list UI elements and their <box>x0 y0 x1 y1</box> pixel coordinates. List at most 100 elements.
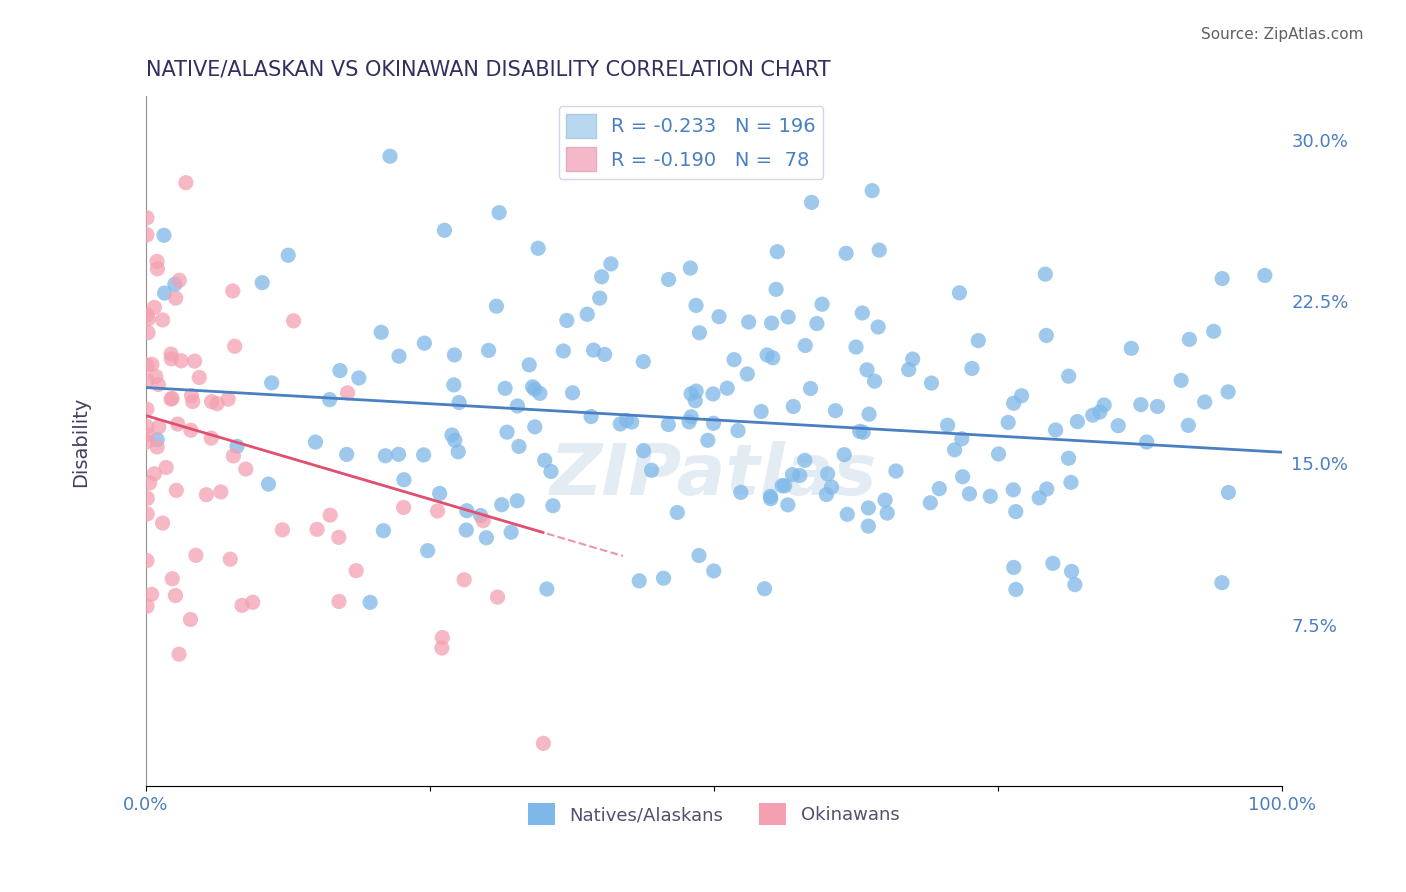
Point <box>1170 373 1192 387</box>
Point <box>756 348 779 362</box>
Point <box>205 397 228 411</box>
Point <box>141 357 163 371</box>
Point <box>553 343 575 358</box>
Point <box>200 431 222 445</box>
Point <box>593 347 616 361</box>
Point <box>1057 369 1080 384</box>
Point <box>374 449 396 463</box>
Point <box>681 386 703 401</box>
Y-axis label: Disability: Disability <box>72 396 90 487</box>
Point <box>1042 557 1064 571</box>
Point <box>876 506 898 520</box>
Point <box>815 487 838 501</box>
Point <box>1121 341 1143 355</box>
Point <box>536 582 558 596</box>
Point <box>735 367 758 381</box>
Point <box>1004 505 1026 519</box>
Point <box>789 468 811 483</box>
Point <box>782 467 804 482</box>
Point <box>928 482 950 496</box>
Point <box>277 248 299 262</box>
Point <box>776 498 799 512</box>
Point <box>153 228 176 243</box>
Point <box>688 326 710 340</box>
Point <box>426 504 449 518</box>
Point <box>685 298 707 312</box>
Point <box>344 564 367 578</box>
Point <box>633 354 655 368</box>
Point <box>329 363 352 377</box>
Point <box>413 336 436 351</box>
Point <box>359 595 381 609</box>
Point <box>589 291 612 305</box>
Point <box>305 522 328 536</box>
Point <box>1202 324 1225 338</box>
Point <box>696 434 718 448</box>
Point <box>443 378 465 392</box>
Point <box>1092 398 1115 412</box>
Point <box>392 473 415 487</box>
Point <box>832 448 855 462</box>
Point <box>472 514 495 528</box>
Point <box>540 465 562 479</box>
Point <box>136 312 159 326</box>
Point <box>920 496 942 510</box>
Point <box>806 317 828 331</box>
Point <box>997 416 1019 430</box>
Point <box>174 176 197 190</box>
Point <box>235 462 257 476</box>
Point <box>153 286 176 301</box>
Point <box>160 351 183 366</box>
Point <box>160 392 183 406</box>
Point <box>146 254 169 268</box>
Point <box>136 308 159 322</box>
Point <box>1066 415 1088 429</box>
Point <box>766 244 789 259</box>
Point <box>1211 575 1233 590</box>
Point <box>1005 582 1028 597</box>
Point <box>443 434 465 448</box>
Point <box>387 447 409 461</box>
Point <box>328 530 350 544</box>
Point <box>145 369 167 384</box>
Point <box>523 382 546 396</box>
Point <box>1002 396 1025 410</box>
Point <box>162 572 184 586</box>
Point <box>179 612 201 626</box>
Point <box>143 301 166 315</box>
Point <box>527 241 550 255</box>
Point <box>136 326 159 340</box>
Point <box>1088 405 1111 419</box>
Point <box>778 310 800 324</box>
Point <box>723 352 745 367</box>
Point <box>1011 389 1033 403</box>
Point <box>679 261 702 276</box>
Point <box>727 424 749 438</box>
Point <box>921 376 943 390</box>
Point <box>478 343 501 358</box>
Point <box>260 376 283 390</box>
Point <box>166 417 188 431</box>
Point <box>848 425 870 439</box>
Point <box>936 418 959 433</box>
Point <box>851 306 873 320</box>
Point <box>950 432 973 446</box>
Point <box>370 326 392 340</box>
Point <box>224 339 246 353</box>
Point <box>555 313 578 327</box>
Point <box>599 257 621 271</box>
Point <box>1177 418 1199 433</box>
Point <box>702 417 724 431</box>
Point <box>1033 267 1056 281</box>
Point <box>529 386 551 401</box>
Point <box>858 519 880 533</box>
Point <box>817 467 839 481</box>
Point <box>486 590 509 604</box>
Point <box>576 307 599 321</box>
Point <box>1136 435 1159 450</box>
Point <box>1045 423 1067 437</box>
Point <box>188 370 211 384</box>
Point <box>737 315 759 329</box>
Point <box>967 334 990 348</box>
Point <box>136 419 159 434</box>
